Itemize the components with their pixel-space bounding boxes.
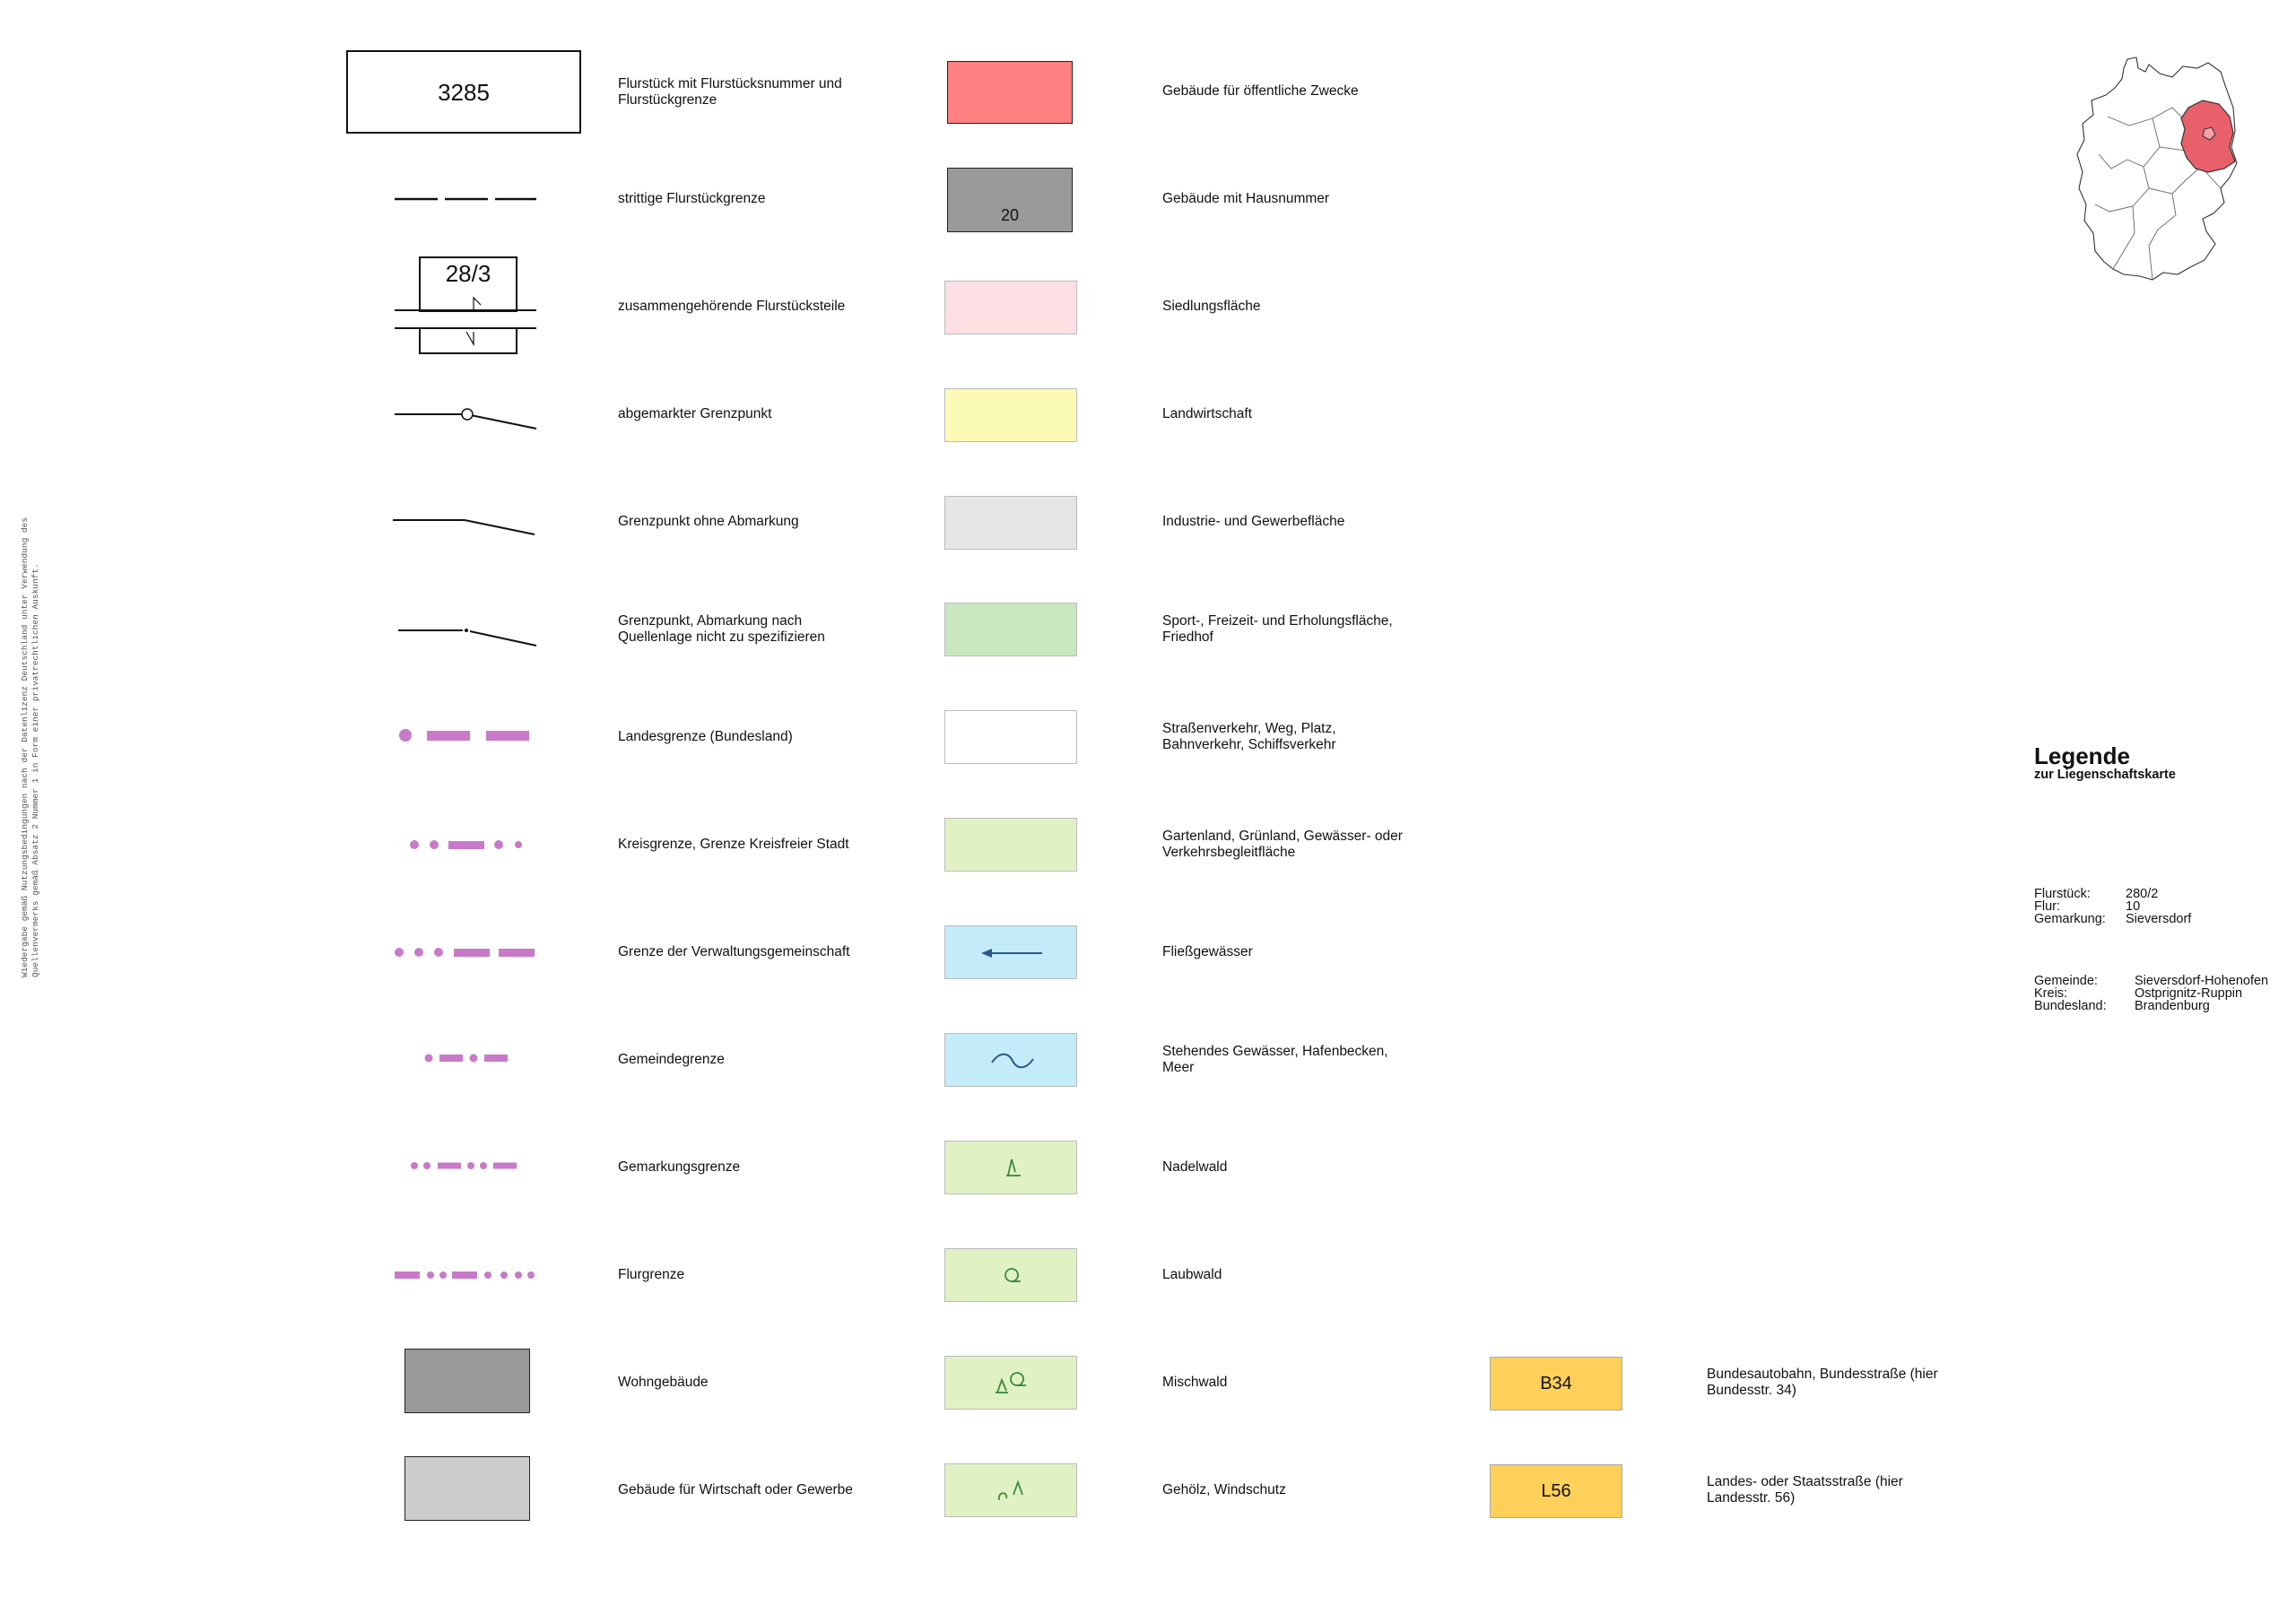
gemeinde-key: Gemeinde: bbox=[2034, 974, 2098, 988]
federal-road-symbol: B34 bbox=[1490, 1357, 1622, 1410]
label-flurgrenze: Flurgrenze bbox=[618, 1267, 685, 1282]
federal-road-number: B34 bbox=[1540, 1374, 1572, 1393]
label-landesgrenze: Landesgrenze (Bundesland) bbox=[618, 729, 793, 744]
kreis-key: Kreis: bbox=[2034, 986, 2068, 1001]
label-oeffentliche-zwecke: Gebäude für öffentliche Zwecke bbox=[1162, 83, 1359, 99]
agriculture-swatch bbox=[944, 388, 1077, 442]
bundesland-value: Brandenburg bbox=[2135, 999, 2210, 1013]
label-laubwald: Laubwald bbox=[1162, 1267, 1222, 1282]
cadastral-district-boundary-symbol bbox=[411, 1162, 517, 1169]
gemarkung-key: Gemarkung: bbox=[2034, 912, 2106, 926]
state-road-number: L56 bbox=[1541, 1481, 1571, 1501]
legend-title: Legende bbox=[2034, 742, 2130, 769]
arrow-left-icon bbox=[981, 949, 1042, 958]
label-gemeindegrenze: Gemeindegrenze bbox=[618, 1052, 725, 1067]
label-flurstuecksteile: zusammengehörende Flurstücksteile bbox=[618, 299, 846, 314]
label-gehoelz: Gehölz, Windschutz bbox=[1162, 1482, 1286, 1497]
house-number: 20 bbox=[1000, 206, 1020, 224]
field-boundary-symbol bbox=[395, 1271, 535, 1279]
admin-info: Gemeinde: Sieversdorf-Hohenofen Kreis: Ost… bbox=[2034, 975, 2294, 1020]
label-gebaeude-gewerbe: Gebäude für Wirtschaft oder Gewerbe bbox=[618, 1482, 853, 1497]
label-flurstueck: Flurstück mit Flurstücksnummer und Flurs… bbox=[618, 76, 842, 108]
commercial-building-symbol bbox=[404, 1456, 530, 1521]
gemarkung-value: Sieversdorf bbox=[2126, 912, 2192, 926]
industry-swatch bbox=[944, 496, 1077, 550]
parcel-parts-symbol bbox=[395, 296, 536, 354]
flur-key: Flur: bbox=[2034, 899, 2060, 914]
marked-boundary-point-symbol bbox=[395, 408, 537, 430]
mixed-forest-swatch bbox=[944, 1356, 1077, 1410]
shrub-icon bbox=[997, 1480, 1023, 1501]
legend-subtitle: zur Liegenschaftskarte bbox=[2034, 768, 2176, 782]
unspecified-boundary-point-symbol bbox=[398, 629, 537, 647]
label-wohngebaeude: Wohngebäude bbox=[618, 1375, 709, 1390]
mixed-forest-icon bbox=[996, 1372, 1026, 1393]
conifer-icon bbox=[1006, 1159, 1021, 1176]
label-landesstrasse: Landes- oder Staatsstraße (hier Landesst… bbox=[1707, 1474, 1903, 1506]
settlement-area-swatch bbox=[944, 281, 1077, 334]
label-industrie: Industrie- und Gewerbefläche bbox=[1162, 514, 1345, 529]
usage-note: Wiedergabe gemäß Nutzungsbedingungen nac… bbox=[20, 516, 40, 977]
label-strittige-grenze: strittige Flurstückgrenze bbox=[618, 191, 766, 206]
parcel-number: 3285 bbox=[438, 79, 490, 106]
label-abgemarkter-grenzpunkt: abgemarkter Grenzpunkt bbox=[618, 406, 772, 421]
state-boundary-symbol bbox=[399, 729, 529, 742]
district-boundary-symbol bbox=[410, 840, 522, 849]
label-landwirtschaft: Landwirtschaft bbox=[1162, 406, 1252, 421]
river-swatch bbox=[944, 925, 1077, 979]
conifer-forest-swatch bbox=[944, 1141, 1077, 1194]
label-verwaltungsgemeinschaft: Grenze der Verwaltungsgemeinschaft bbox=[618, 944, 850, 959]
deciduous-icon bbox=[1004, 1268, 1021, 1282]
flur-value: 10 bbox=[2126, 899, 2141, 914]
public-building-symbol bbox=[947, 61, 1073, 124]
unmarked-boundary-point-symbol bbox=[393, 519, 535, 535]
label-kreisgrenze: Kreisgrenze, Grenze Kreisfreier Stadt bbox=[618, 837, 849, 852]
deciduous-forest-swatch bbox=[944, 1248, 1077, 1302]
municipality-boundary-symbol bbox=[424, 1054, 508, 1063]
bundesland-key: Bundesland: bbox=[2034, 999, 2107, 1013]
label-strassenverkehr: Straßenverkehr, Weg, Platz, Bahnverkehr,… bbox=[1162, 721, 1336, 752]
label-sport-freizeit: Sport-, Freizeit- und Erholungsfläche, F… bbox=[1162, 613, 1393, 645]
berlin-outline bbox=[2202, 126, 2216, 141]
parcel-symbol: 3285 bbox=[346, 50, 581, 134]
garden-swatch bbox=[944, 818, 1077, 872]
shrub-swatch bbox=[944, 1463, 1077, 1517]
traffic-swatch bbox=[944, 710, 1077, 764]
admin-union-boundary-symbol bbox=[395, 948, 535, 957]
label-siedlungsflaeche: Siedlungsfläche bbox=[1162, 299, 1261, 314]
residential-building-symbol bbox=[404, 1349, 530, 1413]
label-grenzpunkt-unspezifiziert: Grenzpunkt, Abmarkung nach Quellenlage n… bbox=[618, 613, 825, 645]
label-gartenland: Gartenland, Grünland, Gewässer- oder Ver… bbox=[1162, 829, 1403, 860]
parcel-value: 280/2 bbox=[2126, 887, 2159, 901]
gemeinde-value: Sieversdorf-Hohenofen bbox=[2135, 974, 2269, 988]
disputed-boundary-symbol bbox=[395, 197, 536, 201]
lake-swatch bbox=[944, 1033, 1077, 1087]
label-mischwald: Mischwald bbox=[1162, 1375, 1228, 1390]
parcel-key: Flurstück: bbox=[2034, 887, 2091, 901]
building-with-number-symbol: 20 bbox=[947, 168, 1073, 232]
germany-overview-map bbox=[2076, 56, 2238, 281]
wave-icon bbox=[991, 1053, 1034, 1069]
parcel-part-number: 28/3 bbox=[445, 260, 491, 287]
label-fliessgewaesser: Fließgewässer bbox=[1162, 944, 1253, 959]
label-grenzpunkt-ohne-abmarkung: Grenzpunkt ohne Abmarkung bbox=[618, 514, 799, 529]
label-stehendes-gewaesser: Stehendes Gewässer, Hafenbecken, Meer bbox=[1162, 1044, 1388, 1075]
label-nadelwald: Nadelwald bbox=[1162, 1159, 1228, 1175]
label-hausnummer: Gebäude mit Hausnummer bbox=[1162, 191, 1330, 206]
recreation-swatch bbox=[944, 603, 1077, 656]
label-gemarkungsgrenze: Gemarkungsgrenze bbox=[618, 1159, 741, 1175]
state-road-symbol: L56 bbox=[1490, 1464, 1622, 1518]
kreis-value: Ostprignitz-Ruppin bbox=[2135, 986, 2243, 1001]
label-bundesstrasse: Bundesautobahn, Bundesstraße (hier Bunde… bbox=[1707, 1367, 1938, 1398]
parcel-info: Flurstück: 280/2 Flur: 10 Gemarkung: Siever… bbox=[2034, 888, 2267, 933]
